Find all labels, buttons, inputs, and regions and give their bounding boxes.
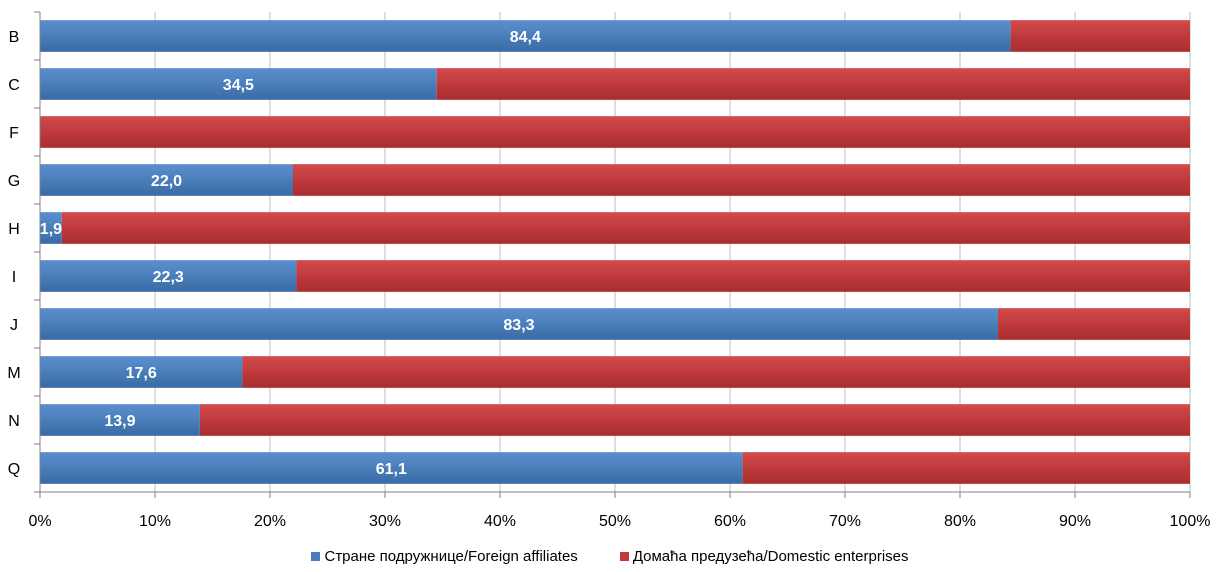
x-tick-label: 40% <box>484 513 516 530</box>
y-tick-labels: B C F G H I J M N Q <box>7 29 20 478</box>
y-tick-label: Q <box>8 461 20 478</box>
y-tick-label: N <box>8 413 20 430</box>
bar-foreign <box>40 212 62 244</box>
y-tick-label: J <box>10 317 18 334</box>
bar-domestic <box>296 260 1190 292</box>
bar-foreign <box>40 356 243 388</box>
bar-foreign <box>40 308 998 340</box>
bar-domestic <box>436 68 1190 100</box>
bar-domestic <box>293 164 1190 196</box>
x-tick-label: 10% <box>139 513 171 530</box>
bar-domestic <box>40 116 1190 148</box>
x-tick-label: 20% <box>254 513 286 530</box>
legend-item-domestic: Домаћа предузећа/Domestic enterprises <box>619 548 909 565</box>
y-tick-label: F <box>9 125 19 142</box>
y-tick-label: H <box>8 221 20 238</box>
x-tick-label: 0% <box>28 513 51 530</box>
bars <box>40 20 1191 484</box>
bar-foreign <box>40 404 200 436</box>
bar-foreign <box>40 68 437 100</box>
bar-value-label: 84,4 <box>510 29 541 46</box>
bar-value-label: 22,3 <box>153 269 184 286</box>
x-tick-label: 100% <box>1170 513 1211 530</box>
x-tick-label: 30% <box>369 513 401 530</box>
bar-domestic <box>242 356 1190 388</box>
x-tick-labels: 0% 10% 20% 30% 40% 50% 60% 70% 80% 90% 100% <box>28 513 1210 530</box>
legend-swatch-foreign <box>311 552 321 561</box>
x-tick-label: 50% <box>599 513 631 530</box>
y-tick-label: C <box>8 77 20 94</box>
y-tick-label: I <box>12 269 16 286</box>
bar-foreign <box>40 164 293 196</box>
bar-foreign <box>40 452 743 484</box>
bar-value-label: 17,6 <box>126 365 157 382</box>
legend-swatch-domestic <box>619 552 629 561</box>
y-tick-label: M <box>7 365 20 382</box>
x-tick-label: 60% <box>714 513 746 530</box>
x-tick-label: 80% <box>944 513 976 530</box>
bar-value-label: 61,1 <box>376 461 407 478</box>
bar-value-label: 1,9 <box>40 221 62 238</box>
x-tick-label: 70% <box>829 513 861 530</box>
bar-domestic <box>997 308 1190 340</box>
bar-value-label: 22,0 <box>151 173 182 190</box>
legend: Стране подружнице/Foreign affiliates Дом… <box>0 548 1220 565</box>
bar-value-label: 34,5 <box>223 77 254 94</box>
y-tick-label: B <box>9 29 20 46</box>
bar-foreign <box>40 20 1011 52</box>
bar-value-label: 83,3 <box>503 317 534 334</box>
bar-value-label: 13,9 <box>104 413 135 430</box>
bar-domestic <box>61 212 1191 244</box>
bar-domestic <box>1010 20 1190 52</box>
legend-label-foreign: Стране подружнице/Foreign affiliates <box>324 548 578 565</box>
axes <box>34 11 1191 498</box>
stacked-bar-chart: 84,4 34,5 22,0 1,9 22,3 83,3 17,6 13,9 61,1 B C F G… <box>7 11 1210 530</box>
legend-item-foreign: Стране подружнице/Foreign affiliates <box>311 548 578 565</box>
bar-domestic <box>742 452 1190 484</box>
bar-foreign <box>40 260 297 292</box>
x-tick-label: 90% <box>1059 513 1091 530</box>
data-labels: 84,4 34,5 22,0 1,9 22,3 83,3 17,6 13,9 61,1 <box>40 29 541 478</box>
bar-domestic <box>199 404 1191 436</box>
y-tick-label: G <box>8 173 20 190</box>
legend-label-domestic: Домаћа предузећа/Domestic enterprises <box>632 548 909 565</box>
